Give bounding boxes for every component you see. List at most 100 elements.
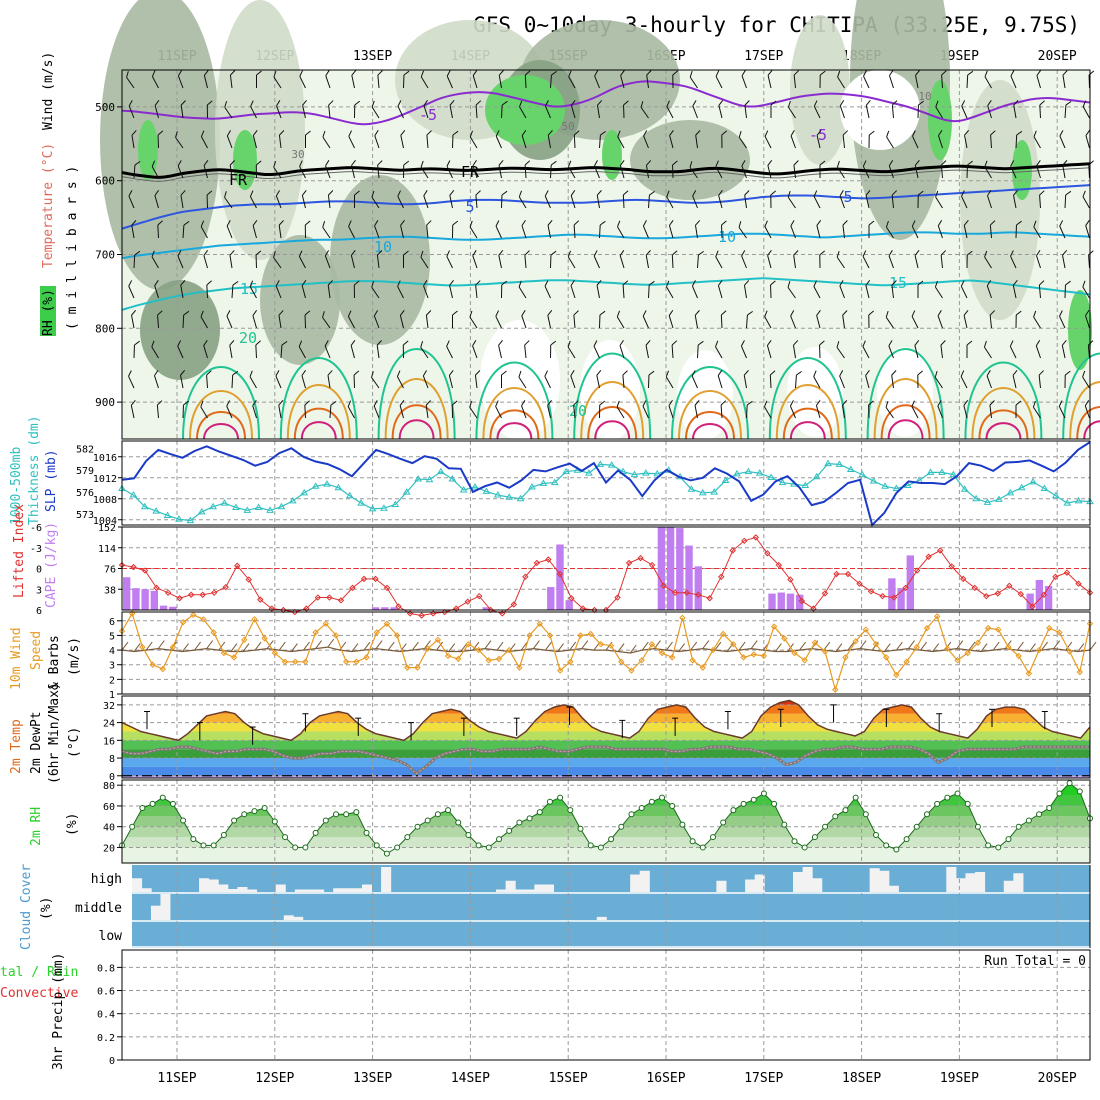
barb-feather	[203, 249, 209, 256]
wind-barb	[813, 280, 821, 299]
cloud-bar	[314, 889, 325, 892]
barb-feather	[278, 220, 284, 226]
thickness-point	[835, 460, 844, 467]
wind10m-barb	[375, 640, 383, 649]
wind-speed-point	[1005, 643, 1012, 651]
barb-feather	[888, 160, 894, 166]
rh2m-point	[659, 794, 666, 801]
lifted-index-point	[349, 584, 356, 592]
barb-shaft	[720, 404, 723, 419]
wind-barb	[836, 160, 845, 179]
lifted-index-point	[499, 610, 506, 617]
barb-shaft	[692, 105, 698, 119]
lifted-index-point	[718, 573, 725, 581]
barb-feather	[275, 280, 280, 287]
wind-barbs	[126, 69, 1095, 419]
barb-feather	[1061, 340, 1067, 346]
precip-convective-label: Convective	[0, 986, 78, 1001]
barb-feather	[619, 249, 625, 256]
barb-shaft	[180, 195, 184, 209]
barb-feather	[519, 100, 523, 107]
warm-isotherm-arch	[880, 404, 931, 440]
wind-barb	[446, 340, 453, 359]
barb-feather	[567, 340, 571, 348]
barb-shaft	[397, 106, 404, 119]
barb-shaft	[738, 227, 747, 239]
barb-shaft	[547, 315, 551, 329]
wind-barb	[717, 369, 723, 389]
wind-barb	[495, 400, 502, 419]
barb-shaft	[570, 195, 576, 209]
barb-shaft	[347, 406, 355, 419]
barb-shaft	[249, 376, 257, 389]
thickness-point	[505, 493, 514, 500]
barb-feather	[472, 69, 478, 76]
barb-shaft	[1039, 104, 1041, 119]
barb-feather	[550, 340, 557, 346]
wind-speed-point	[536, 620, 543, 627]
wind-barb	[324, 250, 331, 269]
wind-barb	[1012, 280, 1018, 299]
wind-barb	[819, 250, 826, 269]
wind-barb	[813, 370, 821, 389]
warm-isotherm-arch	[768, 357, 847, 440]
barb-shaft	[790, 225, 796, 239]
wind10m-barb	[436, 641, 444, 651]
wind-barb	[839, 280, 845, 299]
barb-feather	[350, 339, 356, 346]
barb-feather	[672, 70, 679, 76]
wind-barb	[1085, 219, 1090, 239]
wind-barb	[305, 130, 311, 148]
barb-shaft	[718, 195, 723, 209]
wind-barb	[133, 250, 141, 269]
barb-shaft	[961, 105, 968, 119]
wind-barb	[350, 249, 356, 269]
warm-isotherm-arch	[496, 422, 533, 440]
barb-shaft	[842, 315, 845, 329]
wind-speed-point	[852, 638, 859, 645]
barb-feather	[911, 220, 916, 227]
barb-feather	[324, 250, 330, 257]
wind-speed-point	[342, 658, 350, 665]
barb-feather	[226, 310, 231, 317]
wind-speed-point	[292, 658, 299, 665]
barb-shaft	[1036, 165, 1041, 179]
barb-shaft	[666, 196, 674, 209]
barb-feather	[134, 250, 141, 256]
barb-feather	[697, 340, 704, 346]
barb-shaft	[299, 76, 306, 89]
barb-shaft	[911, 316, 919, 329]
lifted-index-point	[568, 595, 575, 602]
barb-feather	[469, 220, 473, 228]
barb-shaft	[743, 285, 747, 299]
cape-bar	[150, 590, 159, 610]
barb-feather	[619, 340, 624, 346]
y-tick-label: 800	[95, 322, 115, 335]
barb-feather	[990, 220, 996, 226]
rh-dry-patch	[840, 70, 920, 150]
wind-barb	[399, 309, 405, 329]
wind-barb	[200, 310, 208, 329]
temp-band	[122, 749, 1090, 759]
wind-speed-line	[121, 612, 1091, 692]
barb-feather	[475, 190, 481, 196]
wind-barb	[304, 400, 310, 419]
rh2m-point	[485, 844, 492, 851]
barb-feather	[1015, 310, 1022, 316]
cape-tick-label: 114	[98, 544, 116, 555]
barb-feather	[1085, 129, 1091, 136]
wind-barb	[252, 219, 258, 239]
cloud-bar	[208, 879, 219, 892]
barb-feather	[617, 130, 621, 137]
barb-feather	[301, 279, 307, 286]
barb-feather	[452, 130, 459, 136]
barb-feather	[620, 159, 625, 166]
barb-shaft	[839, 375, 845, 389]
wind-barb	[304, 310, 311, 329]
cape-label: CAPE (J/kg)	[44, 522, 59, 608]
barb-shaft	[449, 105, 453, 119]
lifted-index-point	[268, 605, 276, 612]
lifted-index-point	[314, 594, 322, 601]
barb-feather	[180, 280, 186, 286]
wind-barb	[231, 370, 239, 389]
